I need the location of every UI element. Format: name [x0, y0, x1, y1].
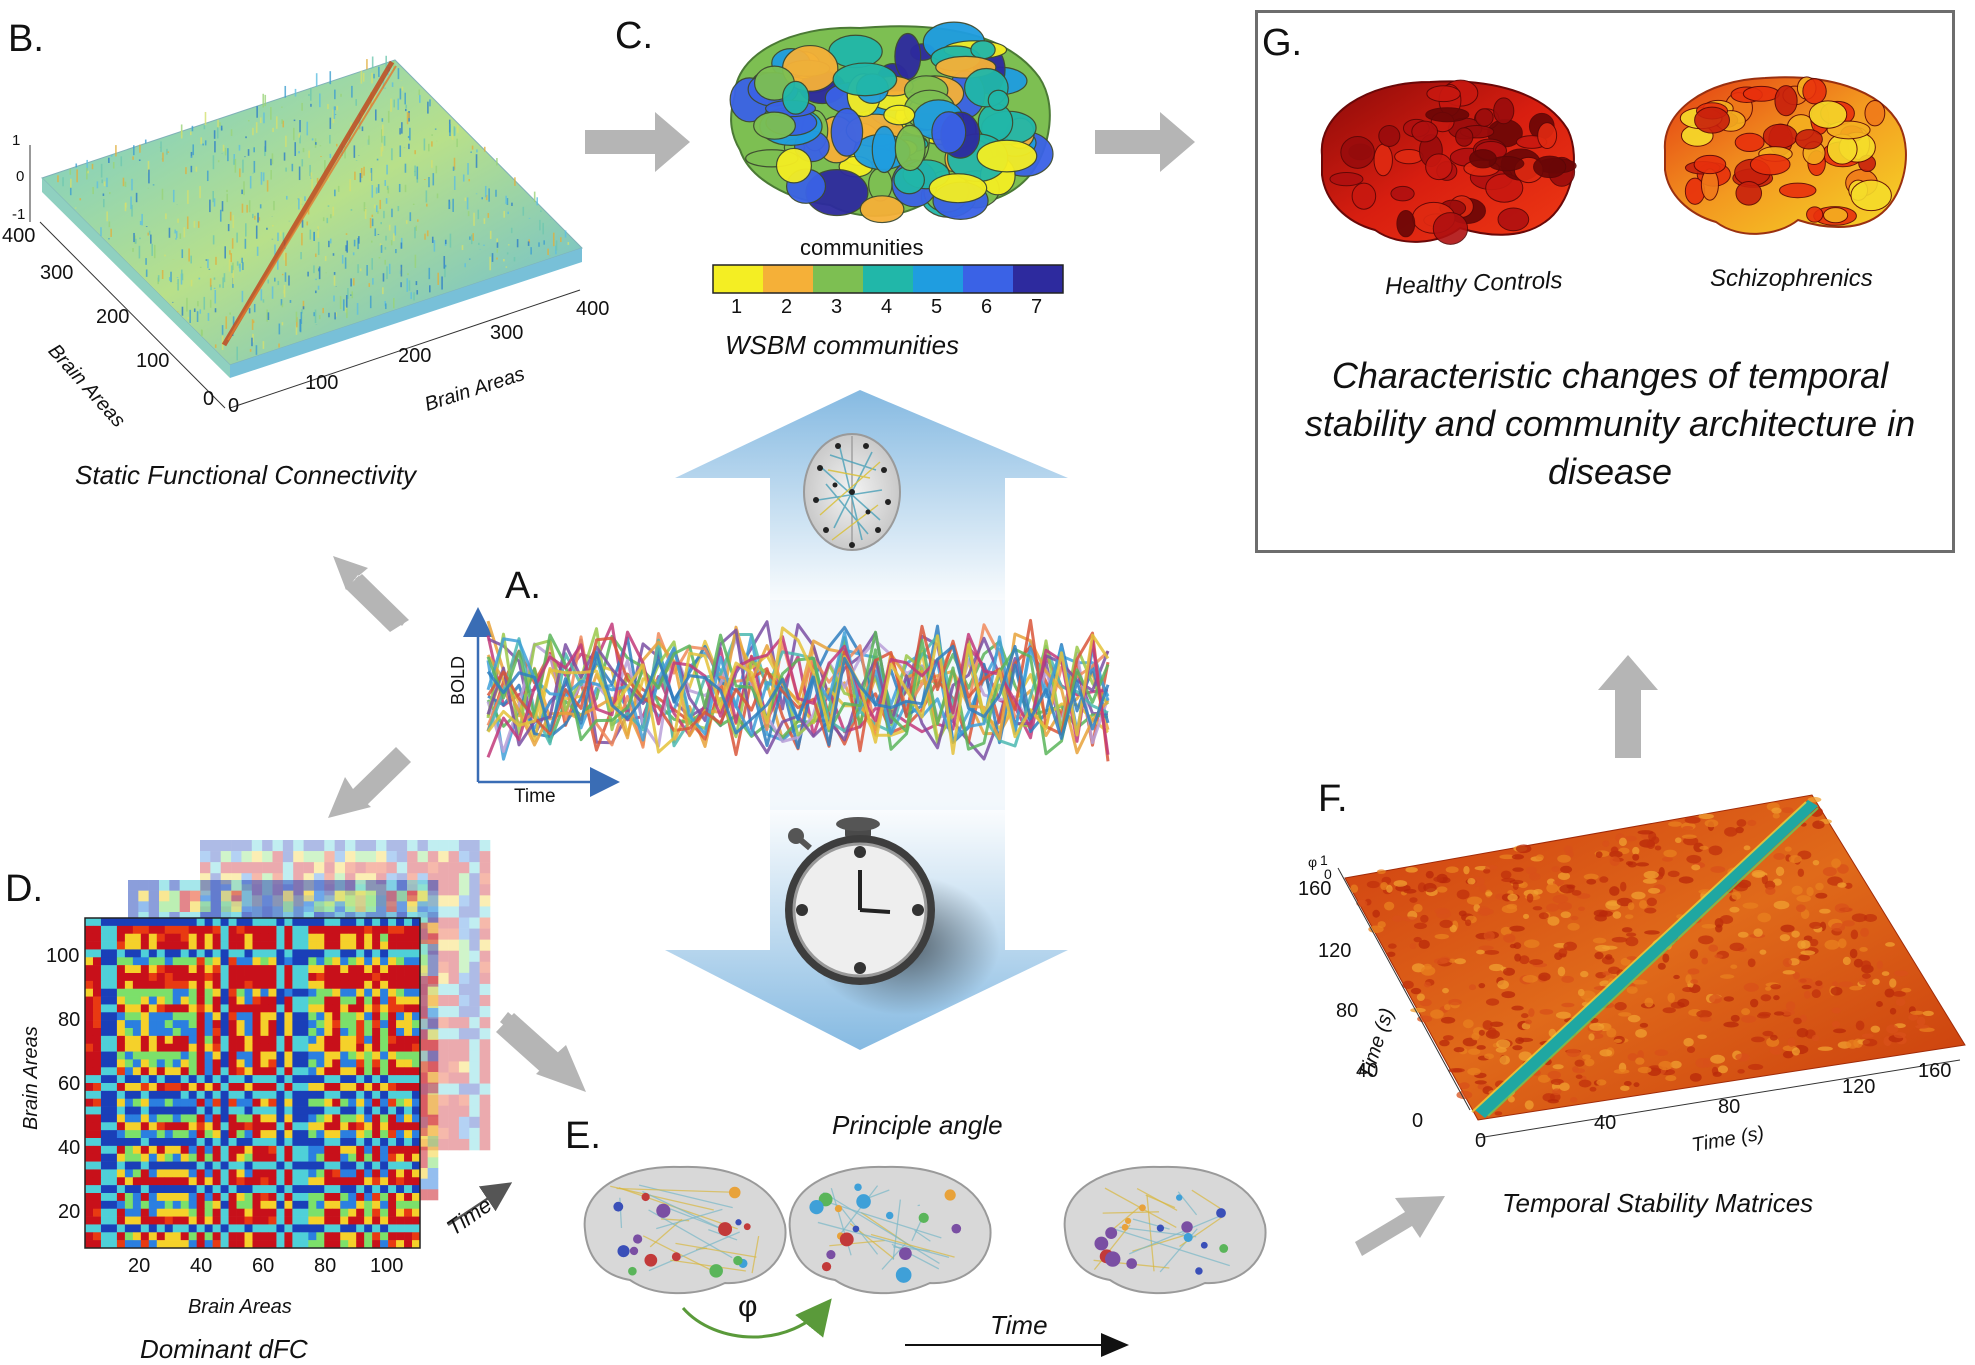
phi-symbol: φ [738, 1290, 757, 1324]
d-xaxis-label: Brain Areas [188, 1296, 292, 1319]
f-xtick: 80 [1718, 1096, 1740, 1119]
glass-brain-network-icon [804, 434, 900, 550]
panel-e-label: E. [565, 1115, 601, 1158]
f-ztick-0: 0 [1324, 866, 1332, 882]
panel-b-label: B. [8, 18, 44, 61]
f-ytick: 120 [1318, 940, 1351, 963]
b-ytick-300: 300 [40, 262, 73, 285]
colorbar-swatch [713, 265, 763, 293]
b-ytick-0: 0 [203, 388, 214, 411]
flow-arrow-d-to-e [496, 1012, 586, 1092]
d-caption: Dominant dFC [140, 1334, 308, 1365]
f-xtick: 40 [1594, 1112, 1616, 1135]
d-ytick: 80 [58, 1009, 80, 1032]
dfc-matrix-stack [85, 840, 508, 1248]
c-caption: WSBM communities [725, 330, 959, 361]
community-tick: 1 [731, 296, 742, 319]
static-fc-surface [30, 56, 582, 408]
d-ytick: 60 [58, 1073, 80, 1096]
d-xtick: 40 [190, 1255, 212, 1278]
b-xtick-100: 100 [305, 372, 338, 395]
zaxis-tick-0: 0 [16, 168, 24, 185]
d-ytick: 100 [46, 945, 79, 968]
b-ytick-100: 100 [136, 350, 169, 373]
flow-arrow-f-to-g [1598, 655, 1658, 758]
flow-arrow-e-to-f [1355, 1196, 1445, 1256]
community-tick: 3 [831, 296, 842, 319]
zaxis-tick-1: 1 [12, 132, 20, 149]
zaxis-tick-neg1: -1 [12, 206, 25, 223]
f-caption: Temporal Stability Matrices [1502, 1188, 1813, 1219]
time-axis-label: Time [514, 786, 556, 808]
b-xtick-400: 400 [576, 298, 609, 321]
d-xtick: 60 [252, 1255, 274, 1278]
panel-f-label: F. [1318, 778, 1348, 821]
f-zaxis-label: φ [1308, 854, 1317, 870]
panel-d-label: D. [5, 868, 43, 911]
b-xtick-0: 0 [228, 395, 239, 418]
network-brain-snapshot [585, 1167, 786, 1293]
b-xtick-200: 200 [398, 345, 431, 368]
community-tick: 4 [881, 296, 892, 319]
colorbar-swatch [763, 265, 813, 293]
d-xtick: 80 [314, 1255, 336, 1278]
d-yaxis-label: Brain Areas [20, 1026, 43, 1130]
flow-arrow-a-to-b [333, 556, 409, 632]
community-tick: 7 [1031, 296, 1042, 319]
d-ytick: 40 [58, 1137, 80, 1160]
colorbar-swatch [863, 265, 913, 293]
e-time-label: Time [990, 1310, 1048, 1341]
network-snapshots [585, 1167, 1266, 1345]
d-xtick: 100 [370, 1255, 403, 1278]
panel-a-label: A. [505, 565, 541, 608]
d-xtick: 20 [128, 1255, 150, 1278]
flow-arrow-b-to-c [585, 112, 690, 172]
b-xtick-300: 300 [490, 322, 523, 345]
community-tick: 2 [781, 296, 792, 319]
b-ytick-200: 200 [96, 306, 129, 329]
bold-axis-label: BOLD [448, 656, 469, 705]
f-xtick: 0 [1475, 1130, 1486, 1153]
colorbar-swatch [963, 265, 1013, 293]
colorbar-swatch [813, 265, 863, 293]
f-xtick: 160 [1918, 1060, 1951, 1083]
community-brain [730, 22, 1053, 222]
schizophrenics-label: Schizophrenics [1710, 265, 1873, 293]
f-ytick: 80 [1336, 1000, 1358, 1023]
panel-c-label: C. [615, 15, 653, 58]
b-caption: Static Functional Connectivity [75, 460, 416, 491]
community-tick: 6 [981, 296, 992, 319]
flow-arrow-a-to-d [328, 747, 411, 818]
f-ytick: 0 [1412, 1110, 1423, 1133]
colorbar-swatch [1013, 265, 1063, 293]
community-tick: 5 [931, 296, 942, 319]
e-caption: Principle angle [832, 1110, 1003, 1141]
community-colorbar [713, 265, 1063, 293]
colorbar-swatch [913, 265, 963, 293]
d-ytick: 20 [58, 1201, 80, 1224]
flow-arrow-c-to-g [1095, 112, 1195, 172]
disease-findings-text: Characteristic changes of temporal stabi… [1300, 352, 1920, 496]
network-brain-snapshot [1065, 1167, 1266, 1293]
f-xtick: 120 [1842, 1076, 1875, 1099]
b-ytick-400: 400 [2, 225, 35, 248]
network-brain-snapshot [790, 1167, 991, 1293]
